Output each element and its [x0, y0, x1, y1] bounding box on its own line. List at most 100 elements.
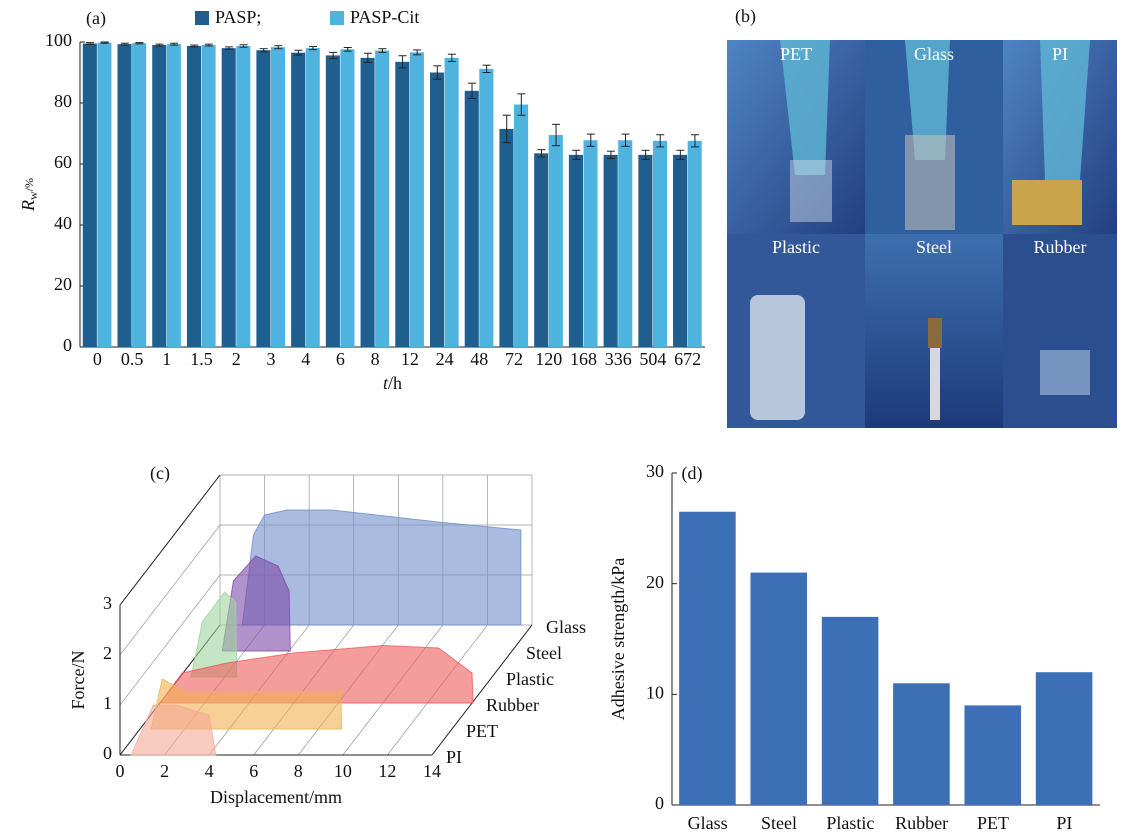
photo-panel: (b) PET Glass PI Plastic Steel Rubber — [727, 6, 1117, 428]
x-tick-label: 120 — [535, 349, 562, 369]
x-tick-label: 6 — [336, 349, 345, 369]
series-label: Steel — [526, 643, 562, 663]
bar — [569, 155, 583, 347]
series-label: Rubber — [486, 695, 539, 715]
bar — [688, 141, 702, 347]
x-tick-label: 672 — [674, 349, 701, 369]
label-unit: /% — [22, 178, 36, 191]
bar — [271, 47, 285, 347]
x-tick-label: 8 — [371, 349, 380, 369]
x-tick-label: 0 — [116, 761, 125, 781]
x-tick-label: 504 — [639, 349, 666, 369]
legend-swatch — [195, 11, 209, 25]
x-tick-label: 2 — [232, 349, 241, 369]
x-tick-label: 6 — [249, 761, 258, 781]
panel-label: (d) — [682, 463, 703, 484]
panel-label: (b) — [735, 6, 756, 27]
bar — [222, 48, 236, 347]
y-tick-label: 100 — [45, 30, 72, 50]
bar — [410, 52, 424, 347]
bar — [1036, 672, 1093, 805]
bar — [673, 155, 687, 347]
bar — [361, 58, 375, 347]
y-tick-label: 20 — [54, 274, 72, 294]
panel-label: (c) — [150, 463, 170, 484]
bar — [306, 48, 320, 347]
bar — [893, 683, 950, 805]
bar — [187, 46, 201, 347]
y-tick-label: 0 — [103, 743, 112, 763]
tile-label: Plastic — [772, 237, 820, 257]
x-tick-label: Glass — [688, 813, 728, 833]
bar — [152, 45, 166, 347]
x-tick-label: 0 — [93, 349, 102, 369]
error-bar — [274, 46, 282, 49]
y-tick-label: 2 — [103, 643, 112, 663]
bar — [638, 155, 652, 347]
x-axis-label: t/h — [383, 373, 402, 393]
bar — [167, 44, 181, 347]
x-tick-label: Rubber — [895, 813, 948, 833]
sample — [928, 318, 942, 348]
bar — [430, 73, 444, 348]
bar — [750, 573, 807, 805]
legend-label: PASP-Cit — [350, 7, 419, 27]
x-tick-label: PI — [1056, 813, 1072, 833]
x-tick-label: 10 — [334, 761, 352, 781]
label-subscript: w — [26, 191, 40, 200]
y-axis-label: Adhesive strength/kPa — [608, 558, 628, 720]
y-tick-label: 0 — [63, 335, 72, 355]
x-tick-label: 168 — [570, 349, 597, 369]
y-tick-label: 10 — [646, 682, 664, 702]
x-tick-label: PET — [977, 813, 1009, 833]
bar — [375, 51, 389, 347]
x-tick-label: 0.5 — [121, 349, 144, 369]
tile-label: Glass — [914, 44, 954, 64]
y-tick-label: 20 — [646, 572, 664, 592]
bar — [256, 50, 270, 347]
bar — [97, 43, 111, 347]
bar — [514, 105, 528, 347]
bar — [291, 53, 305, 347]
x-tick-label: 3 — [266, 349, 275, 369]
bar — [549, 135, 563, 347]
tile-label: PI — [1052, 44, 1068, 64]
bar — [202, 45, 216, 347]
bar — [479, 69, 493, 347]
x-tick-label: 4 — [205, 761, 214, 781]
sample — [750, 295, 805, 420]
figure: (b) PET Glass PI Plastic Steel Rubber 0 2… — [0, 0, 1136, 834]
bar — [340, 49, 354, 347]
bar — [326, 55, 340, 347]
axis — [120, 475, 220, 605]
bar — [499, 129, 513, 347]
sample — [1012, 180, 1082, 225]
x-tick-label: Steel — [761, 813, 797, 833]
bar — [604, 155, 618, 347]
series-label: Glass — [546, 617, 586, 637]
series-label: Plastic — [506, 669, 554, 689]
bar — [445, 58, 459, 347]
series-label: PI — [446, 747, 462, 767]
bar — [118, 44, 132, 347]
y-tick-label: 80 — [54, 91, 72, 111]
bar — [395, 62, 409, 347]
bar — [583, 140, 597, 347]
bar — [653, 141, 667, 347]
page: (b) PET Glass PI Plastic Steel Rubber 0 2… — [0, 0, 1136, 834]
tile-label: PET — [780, 44, 812, 64]
sample — [790, 160, 832, 222]
photo — [1003, 234, 1117, 428]
x-tick-label: Plastic — [826, 813, 874, 833]
bar — [964, 705, 1021, 805]
tile-label: Rubber — [1034, 237, 1087, 257]
bar — [83, 44, 97, 347]
bar — [618, 140, 632, 347]
x-tick-label: 336 — [605, 349, 632, 369]
x-tick-label: 14 — [423, 761, 441, 781]
x-tick-label: 1 — [162, 349, 171, 369]
label-symbol: R — [18, 200, 38, 212]
bar — [465, 91, 479, 347]
x-axis-label: Displacement/mm — [210, 787, 342, 807]
y-axis-label: Force/N — [68, 651, 88, 710]
